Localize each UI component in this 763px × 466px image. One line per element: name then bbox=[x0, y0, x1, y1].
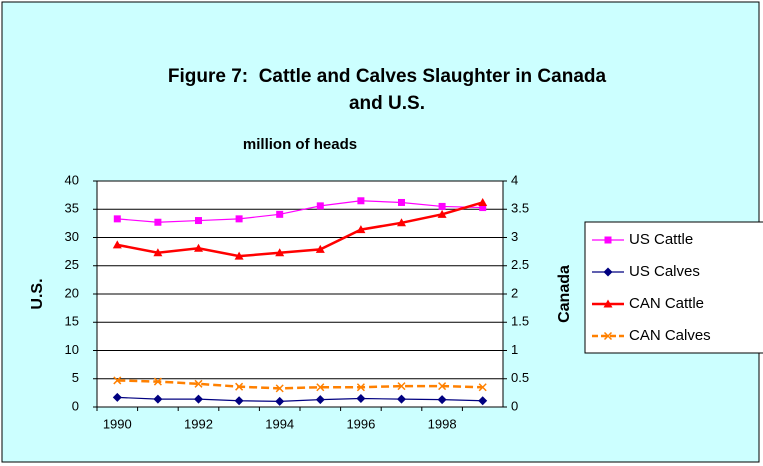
marker bbox=[235, 382, 244, 391]
y2-tick-label: 0.5 bbox=[511, 370, 529, 385]
series-line bbox=[117, 396, 483, 402]
marker bbox=[153, 248, 163, 257]
marker bbox=[275, 384, 284, 393]
marker bbox=[113, 215, 121, 223]
y-axis-label: U.S. bbox=[29, 278, 46, 309]
marker bbox=[194, 379, 203, 388]
chart-subtitle: million of heads bbox=[243, 136, 357, 153]
marker bbox=[438, 202, 446, 210]
marker bbox=[234, 251, 244, 260]
marker bbox=[356, 394, 366, 404]
y-tick-label: 30 bbox=[65, 229, 79, 244]
x-tick-label: 1992 bbox=[184, 416, 213, 431]
x-tick-label: 1990 bbox=[103, 416, 132, 431]
y-tick-label: 15 bbox=[65, 314, 79, 329]
marker bbox=[195, 217, 202, 225]
y2-tick-label: 0 bbox=[511, 398, 518, 413]
marker bbox=[356, 225, 366, 234]
marker bbox=[153, 377, 162, 386]
marker bbox=[276, 210, 284, 218]
marker bbox=[479, 204, 487, 212]
marker bbox=[315, 395, 325, 405]
legend-label: CAN Calves bbox=[629, 327, 711, 344]
y2-tick-label: 1 bbox=[511, 342, 518, 357]
marker bbox=[478, 396, 488, 406]
marker bbox=[275, 248, 285, 257]
marker bbox=[316, 383, 325, 392]
marker bbox=[315, 244, 325, 253]
marker bbox=[112, 392, 122, 402]
marker bbox=[603, 267, 613, 277]
series-line bbox=[117, 201, 484, 258]
y-tick-label: 35 bbox=[65, 201, 79, 216]
marker bbox=[437, 209, 447, 218]
marker bbox=[194, 243, 203, 252]
marker bbox=[316, 202, 324, 210]
legend-label: US Calves bbox=[629, 263, 700, 280]
marker bbox=[478, 383, 487, 392]
marker bbox=[603, 299, 613, 308]
marker bbox=[437, 395, 447, 405]
y-tick-label: 5 bbox=[72, 370, 79, 385]
marker bbox=[604, 236, 612, 244]
y2-tick-label: 3.5 bbox=[511, 201, 529, 216]
y2-axis-label: Canada bbox=[556, 265, 573, 323]
marker bbox=[438, 382, 447, 391]
marker bbox=[234, 396, 244, 406]
marker bbox=[397, 394, 406, 404]
marker bbox=[397, 218, 406, 227]
chart-title: and U.S. bbox=[349, 93, 425, 114]
legend-label: CAN Cattle bbox=[629, 295, 704, 312]
series-line bbox=[117, 200, 483, 223]
y2-tick-label: 4 bbox=[511, 172, 518, 187]
x-tick-label: 1998 bbox=[428, 416, 457, 431]
marker bbox=[398, 198, 405, 206]
y-tick-label: 25 bbox=[65, 257, 79, 272]
y2-tick-label: 2.5 bbox=[511, 257, 529, 272]
marker bbox=[603, 331, 613, 341]
y-tick-label: 20 bbox=[65, 285, 79, 300]
y2-tick-label: 2 bbox=[511, 285, 518, 300]
marker bbox=[113, 376, 122, 385]
marker bbox=[153, 394, 163, 404]
x-tick-label: 1994 bbox=[265, 416, 294, 431]
y2-tick-label: 3 bbox=[511, 229, 518, 244]
y-tick-label: 40 bbox=[65, 172, 79, 187]
marker bbox=[112, 240, 122, 249]
marker bbox=[356, 383, 365, 392]
marker bbox=[357, 197, 365, 205]
y-tick-label: 0 bbox=[72, 398, 79, 413]
legend bbox=[584, 221, 763, 354]
series-line bbox=[117, 379, 483, 390]
marker bbox=[478, 197, 488, 206]
legend-label: US Cattle bbox=[629, 231, 693, 248]
marker bbox=[235, 215, 243, 223]
x-tick-label: 1996 bbox=[346, 416, 375, 431]
chart-title: Figure 7: Cattle and Calves Slaughter in… bbox=[168, 66, 607, 87]
marker bbox=[194, 394, 203, 404]
marker bbox=[397, 382, 406, 391]
marker bbox=[154, 218, 162, 226]
y-tick-label: 10 bbox=[65, 342, 79, 357]
marker bbox=[275, 396, 285, 406]
y2-tick-label: 1.5 bbox=[511, 314, 529, 329]
